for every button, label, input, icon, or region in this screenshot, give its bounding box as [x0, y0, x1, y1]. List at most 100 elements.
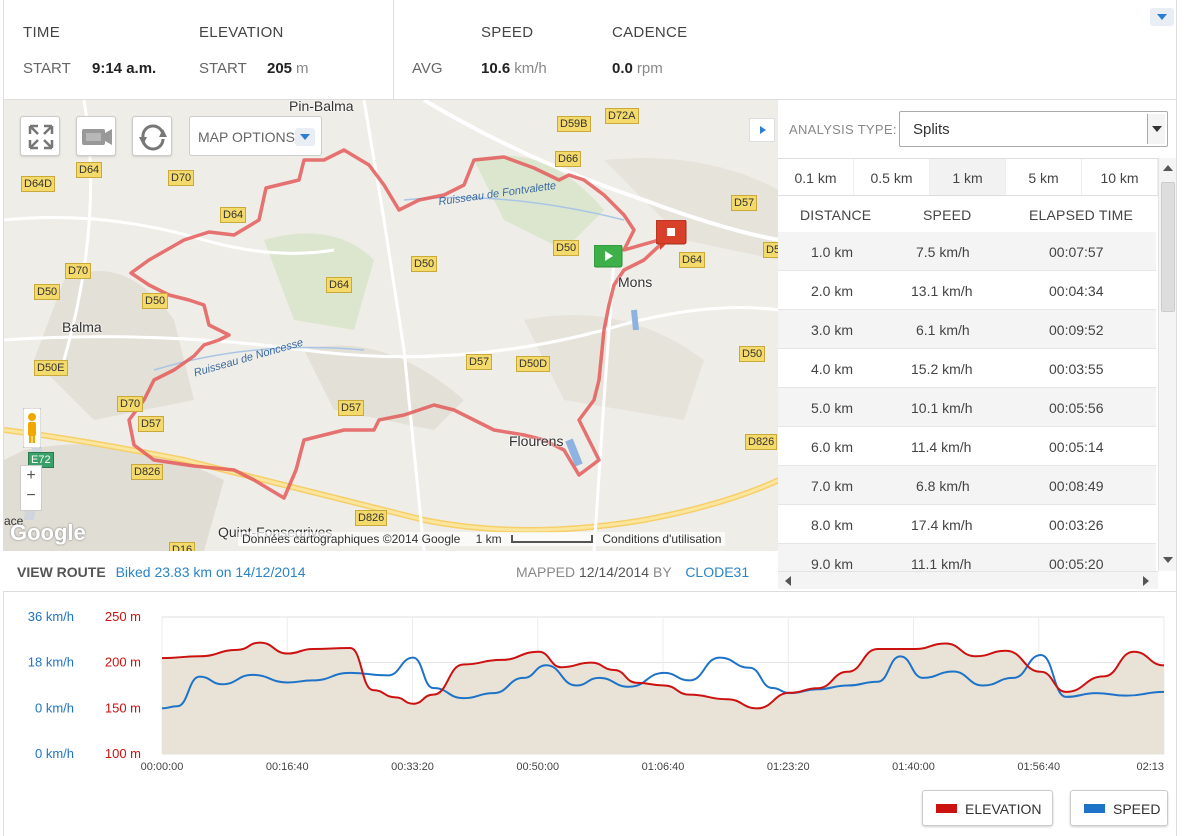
- table-row[interactable]: 8.0 km 17.4 km/h 00:03:26: [778, 505, 1156, 544]
- road-label: D66: [555, 151, 582, 167]
- cell-distance: 2.0 km: [811, 283, 854, 299]
- table-row[interactable]: 4.0 km 15.2 km/h 00:03:55: [778, 349, 1156, 388]
- tab-1-km[interactable]: 1 km: [930, 159, 1006, 195]
- cell-elapsed: 00:08:49: [1049, 478, 1104, 494]
- road-label: D826: [355, 510, 388, 526]
- view-route-label: VIEW ROUTE: [17, 564, 106, 580]
- chevron-down-icon: [295, 128, 315, 146]
- google-logo: Google: [10, 520, 86, 545]
- road-label: D64: [679, 252, 706, 268]
- map-scale-bar: [511, 535, 594, 543]
- speed-axis-tick: 0 km/h: [35, 700, 74, 715]
- tab-10-km[interactable]: 10 km: [1082, 159, 1158, 195]
- split-distance-tabs: 0.1 km 0.5 km 1 km 5 km 10 km: [778, 158, 1158, 196]
- cell-distance: 8.0 km: [811, 517, 854, 533]
- route-map[interactable]: D59B D72A D66 D64D D64 D70 D57 D64 D70 D…: [3, 100, 778, 551]
- legend-elevation-toggle[interactable]: ELEVATION: [922, 790, 1053, 826]
- scroll-up-icon[interactable]: [1163, 164, 1173, 172]
- legend-speed-toggle[interactable]: SPEED: [1070, 790, 1168, 826]
- elevation-axis-tick: 200 m: [105, 655, 141, 670]
- time-start-label: START: [23, 60, 71, 77]
- table-row[interactable]: 9.0 km 11.1 km/h 00:05:20: [778, 544, 1156, 572]
- road-label: D50: [142, 293, 169, 309]
- fullscreen-button[interactable]: [20, 116, 60, 156]
- road-label: D826: [131, 464, 164, 480]
- finish-marker-icon[interactable]: [656, 220, 688, 250]
- table-row[interactable]: 2.0 km 13.1 km/h 00:04:34: [778, 271, 1156, 310]
- elevation-start-label: START: [199, 60, 247, 77]
- road-label: D64: [326, 277, 353, 293]
- mapped-label: MAPPED: [516, 564, 576, 580]
- cell-elapsed: 00:05:14: [1049, 439, 1104, 455]
- scroll-right-icon[interactable]: [1142, 576, 1150, 586]
- analysis-type-select[interactable]: Splits: [899, 111, 1168, 147]
- map-options-button[interactable]: MAP OPTIONS: [189, 116, 322, 156]
- legend-speed-label: SPEED: [1113, 801, 1161, 817]
- elevation-speed-chart[interactable]: 00:00:00 00:16:40 00:33:20 00:50:00 01:06:40…: [3, 591, 1177, 836]
- table-row[interactable]: 5.0 km 10.1 km/h 00:05:56: [778, 388, 1156, 427]
- scroll-down-icon[interactable]: [1163, 556, 1173, 564]
- road-label: D70: [117, 396, 144, 412]
- table-vertical-scrollbar[interactable]: [1158, 158, 1176, 571]
- table-horizontal-scrollbar[interactable]: [778, 571, 1158, 589]
- x-tick-label: 00:33:20: [391, 761, 434, 773]
- town-label: Pin-Balma: [289, 100, 354, 114]
- road-label: D59B: [557, 116, 591, 132]
- stats-collapse-button[interactable]: [1150, 8, 1174, 26]
- road-label: D826: [745, 434, 778, 450]
- tab-5-km[interactable]: 5 km: [1006, 159, 1082, 195]
- cadence-header: CADENCE: [612, 24, 688, 41]
- zoom-in-button[interactable]: +: [26, 467, 36, 484]
- map-attribution-bar: Données cartographiques ©2014 Google 1 k…: [238, 532, 726, 546]
- mapped-user-link[interactable]: CLODE31: [685, 564, 750, 580]
- cell-distance: 3.0 km: [811, 322, 854, 338]
- column-header-speed[interactable]: SPEED: [923, 207, 972, 223]
- zoom-out-button[interactable]: −: [26, 487, 36, 504]
- road-label: D70: [65, 263, 92, 279]
- dropdown-arrow-icon: [1147, 114, 1165, 144]
- column-header-elapsed-time[interactable]: ELAPSED TIME: [1029, 207, 1134, 223]
- rotate-icon: [139, 124, 167, 151]
- speed-axis-tick: 0 km/h: [35, 746, 74, 761]
- road-label: D50: [34, 284, 61, 300]
- 3d-view-button[interactable]: [76, 116, 116, 156]
- cell-distance: 1.0 km: [811, 244, 854, 260]
- map-terms-link[interactable]: Conditions d'utilisation: [602, 532, 722, 546]
- x-tick-label: 01:23:20: [767, 761, 810, 773]
- table-row[interactable]: 3.0 km 6.1 km/h 00:09:52: [778, 310, 1156, 349]
- x-tick-label: 01:56:40: [1017, 761, 1060, 773]
- road-label: D70: [168, 170, 195, 186]
- table-row[interactable]: 7.0 km 6.8 km/h 00:08:49: [778, 466, 1156, 505]
- column-header-distance[interactable]: DISTANCE: [800, 207, 872, 223]
- cell-speed: 11.1 km/h: [911, 556, 972, 572]
- cell-elapsed: 00:03:26: [1049, 517, 1104, 533]
- cell-elapsed: 00:03:55: [1049, 361, 1104, 377]
- mapped-by-label: BY: [652, 564, 672, 580]
- time-header: TIME: [23, 24, 61, 41]
- scroll-left-icon[interactable]: [784, 576, 792, 586]
- stats-header: TIME START 9:14 a.m. ELEVATION START 205…: [3, 0, 1177, 100]
- scrollbar-thumb[interactable]: [1161, 182, 1175, 312]
- x-tick-label: 00:50:00: [516, 761, 559, 773]
- panel-toggle-button[interactable]: [749, 118, 775, 142]
- speed-avg-label: AVG: [412, 60, 443, 77]
- tab-0-5-km[interactable]: 0.5 km: [854, 159, 930, 195]
- zoom-control[interactable]: + −: [20, 465, 42, 511]
- elevation-header: ELEVATION: [199, 24, 284, 41]
- table-row[interactable]: 6.0 km 11.4 km/h 00:05:14: [778, 427, 1156, 466]
- route-activity-link[interactable]: Biked 23.83 km on 14/12/2014: [115, 564, 306, 580]
- tab-0-1-km[interactable]: 0.1 km: [778, 159, 854, 195]
- rotate-view-button[interactable]: [132, 116, 172, 156]
- map-corner-text: ace: [4, 514, 24, 528]
- table-row[interactable]: 1.0 km 7.5 km/h 00:07:57: [778, 232, 1156, 271]
- analysis-panel: ANALYSIS TYPE: Splits 0.1 km 0.5 km 1 km…: [778, 100, 1177, 591]
- cell-speed: 13.1 km/h: [911, 283, 973, 299]
- street-view-pegman-icon[interactable]: [23, 408, 41, 448]
- speed-swatch: [1084, 804, 1105, 813]
- stats-divider: [393, 0, 394, 100]
- start-marker-icon[interactable]: [594, 245, 624, 271]
- legend-elevation-label: ELEVATION: [965, 801, 1042, 817]
- road-label: D50: [411, 256, 438, 272]
- road-label: D64D: [21, 176, 56, 192]
- map-background: [4, 100, 778, 551]
